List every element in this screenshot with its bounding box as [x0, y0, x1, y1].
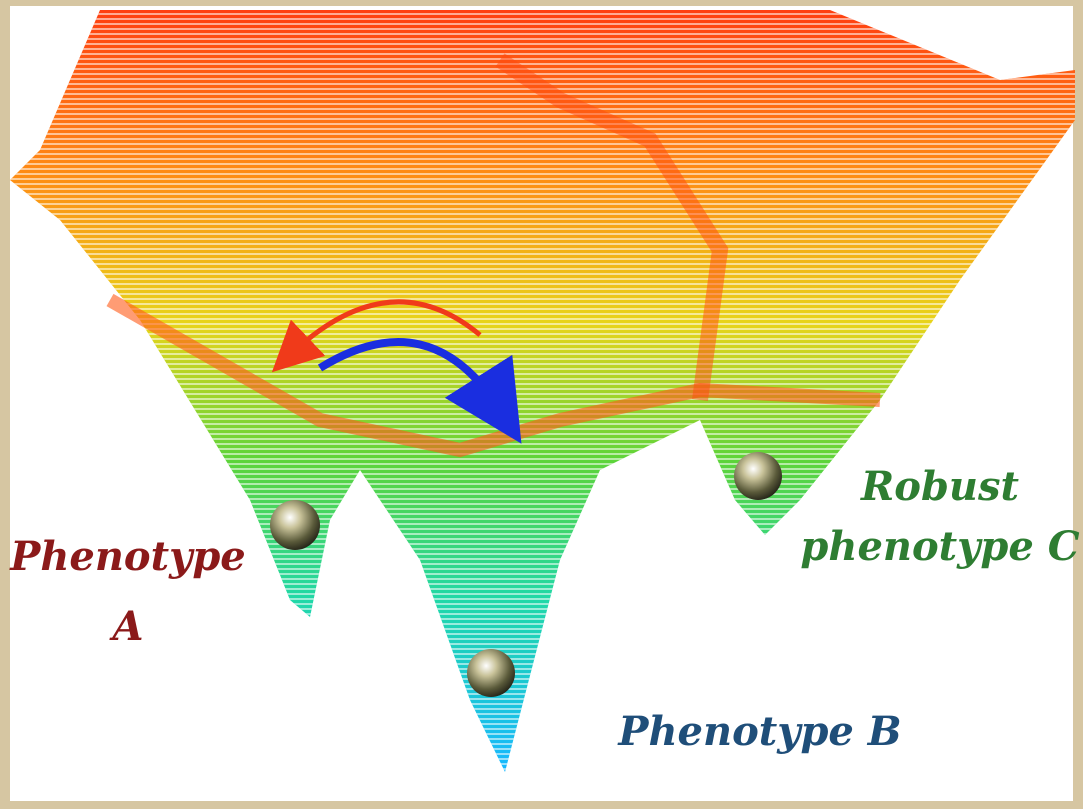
label: Robust [860, 463, 1019, 510]
label: Phenotype [9, 533, 246, 580]
figure: Phenotype A Phenotype B Robust phenotype… [0, 0, 1083, 809]
label: phenotype C [800, 523, 1079, 570]
page: Phenotype A Phenotype B Robust phenotype… [0, 0, 1083, 809]
ball [270, 500, 320, 550]
ball [734, 452, 782, 500]
label: Phenotype B [617, 708, 901, 755]
ball [467, 649, 515, 697]
label: A [108, 603, 143, 650]
